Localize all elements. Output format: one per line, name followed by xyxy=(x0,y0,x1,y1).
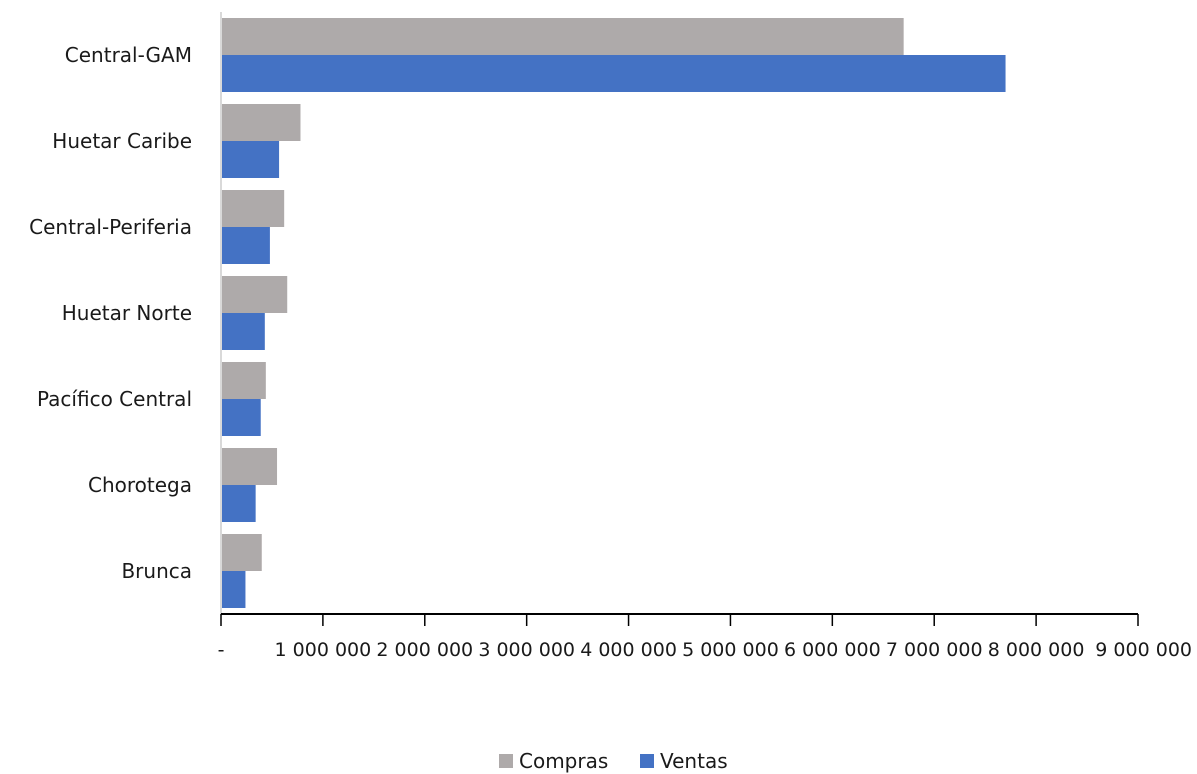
x-tick-label: 4 000 000 xyxy=(580,639,677,661)
bars-group xyxy=(221,18,1006,608)
x-tick-label: - xyxy=(218,639,225,661)
category-label: Huetar Caribe xyxy=(52,129,192,153)
bar-ventas-1 xyxy=(221,141,280,178)
x-tick-label: 5 000 000 xyxy=(682,639,779,661)
x-tick-label: 6 000 000 xyxy=(784,639,881,661)
bar-compras-5 xyxy=(221,448,278,485)
category-label: Huetar Norte xyxy=(62,301,192,325)
bar-compras-6 xyxy=(221,534,262,571)
legend: Compras Ventas xyxy=(499,749,728,773)
bar-ventas-3 xyxy=(221,313,265,350)
bar-ventas-6 xyxy=(221,571,246,608)
bar-ventas-4 xyxy=(221,399,261,436)
bar-ventas-0 xyxy=(221,55,1006,92)
category-labels: Central-GAM Huetar Caribe Central-Periferi… xyxy=(29,43,192,583)
bar-compras-3 xyxy=(221,276,288,313)
legend-swatch-compras xyxy=(499,754,513,768)
legend-label-compras: Compras xyxy=(519,749,608,773)
legend-label-ventas: Ventas xyxy=(660,749,728,773)
category-label: Central-GAM xyxy=(65,43,192,67)
x-tick-label: 2 000 000 xyxy=(376,639,473,661)
category-label: Brunca xyxy=(121,559,192,583)
x-tick-label: 7 000 000 xyxy=(886,639,983,661)
x-tick-label: 3 000 000 xyxy=(478,639,575,661)
bar-compras-1 xyxy=(221,104,301,141)
category-label: Central-Periferia xyxy=(29,215,192,239)
legend-swatch-ventas xyxy=(640,754,654,768)
category-label: Pacífico Central xyxy=(37,387,192,411)
x-tick-label: 9 000 000 xyxy=(1095,639,1192,661)
category-label: Chorotega xyxy=(88,473,192,497)
bar-ventas-5 xyxy=(221,485,256,522)
bar-compras-4 xyxy=(221,362,266,399)
bar-compras-2 xyxy=(221,190,285,227)
x-axis-ticks: - 1 000 000 2 000 000 3 000 000 4 000 000 5 0… xyxy=(218,614,1192,661)
bar-compras-0 xyxy=(221,18,904,55)
x-tick-label: 1 000 000 xyxy=(275,639,372,661)
bar-ventas-2 xyxy=(221,227,270,264)
x-tick-label: 8 000 000 xyxy=(988,639,1085,661)
